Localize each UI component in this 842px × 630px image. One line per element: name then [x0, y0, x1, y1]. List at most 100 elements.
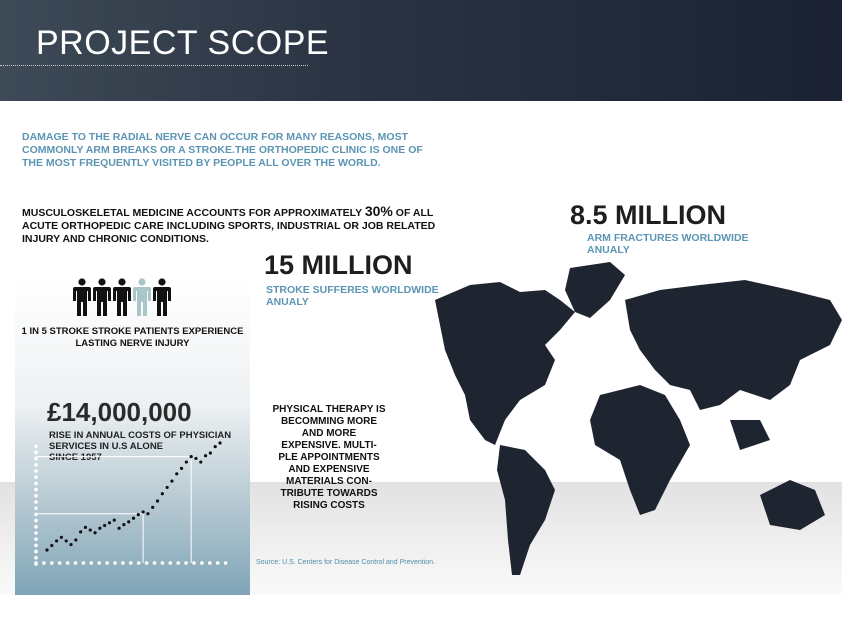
- y-axis-dot: [34, 444, 38, 448]
- trend-point: [218, 441, 222, 445]
- x-axis-dot: [144, 561, 149, 565]
- person-icon: [73, 278, 91, 316]
- trend-point: [122, 523, 126, 527]
- trend-point: [59, 535, 64, 539]
- trend-point: [141, 510, 145, 514]
- person-icon: [113, 278, 131, 316]
- y-axis-dot: [34, 543, 38, 548]
- y-axis-dot: [34, 531, 38, 535]
- x-axis-dot: [121, 561, 125, 565]
- x-axis-dot: [57, 561, 62, 565]
- percent-highlight: 30%: [364, 203, 393, 219]
- x-axis-dot: [73, 561, 78, 565]
- y-axis-dot: [34, 500, 38, 504]
- trend-point: [45, 548, 49, 552]
- trend-point: [117, 526, 121, 530]
- y-axis-dot: [34, 475, 38, 479]
- cost-panel: [15, 277, 250, 595]
- trend-point: [199, 460, 203, 464]
- trend-point: [55, 539, 59, 543]
- x-axis-dot: [176, 561, 180, 565]
- trend-point: [203, 454, 208, 458]
- trend-point: [184, 460, 188, 464]
- trend-point: [151, 505, 155, 509]
- header-banner: PROJECT SCOPE: [0, 0, 842, 101]
- trend-point: [175, 472, 179, 476]
- y-axis-dot: [34, 481, 38, 486]
- trend-point: [50, 543, 54, 548]
- x-axis-dot: [113, 561, 117, 565]
- stroke-stat-label: STROKE SUFFERES WORLDWIDE ANUALY: [266, 284, 439, 308]
- y-axis-dot: [34, 512, 38, 517]
- trend-point: [189, 455, 193, 459]
- cost-trend-chart: [34, 441, 228, 566]
- trend-point: [208, 451, 212, 455]
- x-axis-dot: [184, 561, 188, 565]
- trend-point: [64, 539, 68, 543]
- therapy-text: PHYSICAL THERAPY IS BECOMMING MORE AND M…: [272, 404, 386, 511]
- person-icon: [93, 278, 111, 316]
- x-axis-dot: [65, 561, 70, 565]
- y-axis-dot: [34, 456, 38, 461]
- y-axis-dot: [34, 525, 38, 529]
- x-axis-dot: [215, 561, 220, 565]
- x-axis-dot: [105, 561, 109, 565]
- trend-point: [107, 521, 112, 525]
- intro-text: DAMAGE TO THE RADIAL NERVE CAN OCCUR FOR…: [22, 131, 423, 169]
- y-axis-dot: [34, 487, 38, 492]
- trend-point: [213, 445, 217, 449]
- trend-point: [179, 466, 184, 470]
- x-axis-dot: [152, 561, 157, 565]
- x-axis-dot: [50, 561, 54, 565]
- trend-point: [170, 479, 174, 483]
- trend-point: [69, 542, 73, 547]
- trend-point: [127, 520, 131, 524]
- trend-point: [93, 531, 97, 535]
- guide-line: [36, 456, 192, 563]
- cost-value: £14,000,000: [47, 397, 192, 427]
- arm-fracture-stat-label: ARM FRACTURES WORLDWIDE ANUALY: [587, 232, 749, 256]
- x-axis-dot: [89, 561, 94, 565]
- cost-label: RISE IN ANNUAL COSTS OF PHYSICIAN SERVIC…: [49, 430, 249, 463]
- title-divider: [0, 65, 308, 66]
- trend-point: [160, 492, 164, 496]
- trend-point: [112, 518, 116, 522]
- y-axis-dot: [34, 549, 38, 554]
- trend-point: [103, 523, 107, 528]
- x-axis-dot: [81, 561, 86, 565]
- trend-point: [98, 526, 102, 530]
- world-map: [435, 262, 842, 575]
- x-axis-dot: [208, 561, 212, 565]
- trend-point: [79, 530, 83, 534]
- people-caption: 1 IN 5 STROKE STROKE PATIENTS EXPERIENCE…: [21, 326, 244, 349]
- y-axis-dot: [34, 518, 38, 523]
- y-axis-dot: [34, 537, 38, 541]
- x-axis-dot: [168, 561, 173, 565]
- trend-point: [155, 499, 160, 503]
- x-axis-dot: [97, 561, 101, 565]
- trend-point: [136, 513, 140, 517]
- y-axis-dot: [34, 469, 38, 473]
- y-axis-dot: [34, 506, 38, 510]
- source-note: Source: U.S. Centers for Disease Control…: [256, 559, 435, 566]
- y-axis-dot: [34, 556, 38, 560]
- trend-point: [88, 528, 92, 532]
- trend-point: [83, 525, 88, 529]
- x-axis-dot: [192, 561, 196, 565]
- trend-point: [194, 456, 198, 461]
- x-axis-dot: [42, 561, 46, 565]
- trend-point: [74, 538, 78, 542]
- since-label: SINCE 1957: [49, 452, 102, 463]
- page-title: PROJECT SCOPE: [36, 24, 330, 62]
- x-axis-dot: [160, 561, 165, 565]
- musculoskeletal-text: MUSCULOSKELETAL MEDICINE ACCOUNTS FOR AP…: [22, 203, 436, 245]
- trend-point: [146, 512, 150, 516]
- trend-point: [131, 516, 136, 520]
- x-axis-dot: [223, 561, 228, 565]
- y-axis-dot: [34, 450, 38, 455]
- people-icons: [73, 278, 171, 316]
- guide-line: [36, 513, 144, 563]
- x-axis-dot: [129, 561, 133, 565]
- x-axis-dot: [200, 561, 204, 565]
- person-icon: [153, 278, 171, 316]
